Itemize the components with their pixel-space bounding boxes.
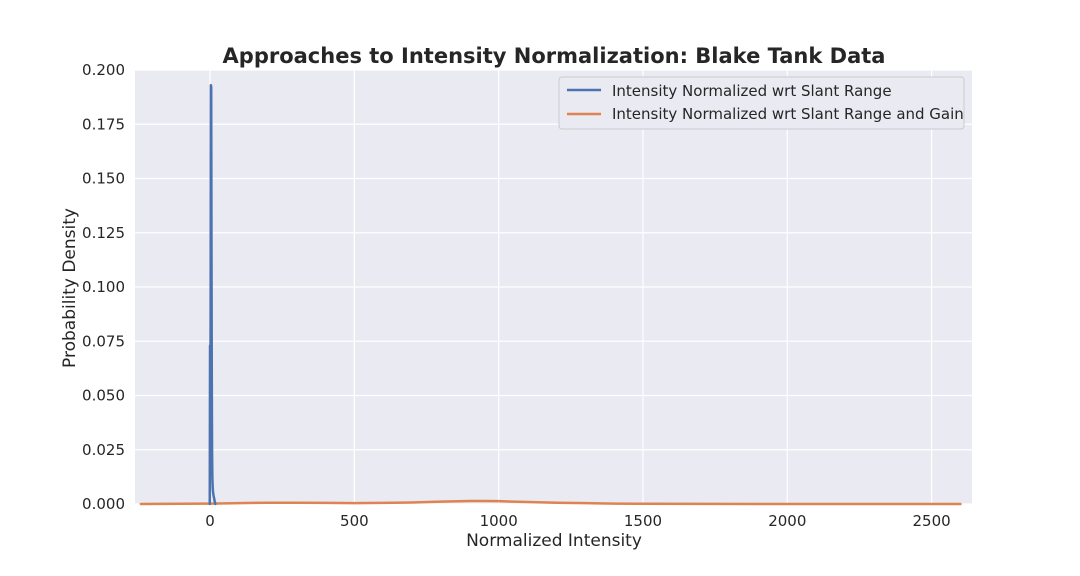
y-axis-label: Probability Density <box>60 208 80 368</box>
legend-label-slant-range-gain: Intensity Normalized wrt Slant Range and… <box>612 105 964 123</box>
y-tick-label: 0.075 <box>82 332 125 350</box>
chart-title: Approaches to Intensity Normalization: B… <box>223 44 886 68</box>
y-tick-label: 0.200 <box>82 61 125 79</box>
series-layer <box>139 83 962 506</box>
y-tick-label: 0.125 <box>82 224 125 242</box>
x-axis-ticks: 0 500 1000 1500 2000 2500 <box>205 512 950 530</box>
y-tick-label: 0.050 <box>82 387 125 405</box>
series-line-slant-range <box>208 83 217 506</box>
legend: Intensity Normalized wrt Slant Range Int… <box>558 76 965 130</box>
x-tick-label: 0 <box>205 512 215 530</box>
y-tick-label: 0.000 <box>82 495 125 513</box>
y-tick-label: 0.175 <box>82 115 125 133</box>
y-axis-ticks: 0.000 0.025 0.050 0.075 0.100 0.125 0.150 0.175… <box>82 61 125 513</box>
y-tick-label: 0.100 <box>82 278 125 296</box>
x-axis-label: Normalized Intensity <box>466 531 642 551</box>
y-tick-label: 0.025 <box>82 441 125 459</box>
series-line-slant-range-gain <box>139 499 962 506</box>
legend-box <box>558 76 965 130</box>
legend-label-slant-range: Intensity Normalized wrt Slant Range <box>612 82 892 100</box>
x-tick-label: 1500 <box>624 512 662 530</box>
x-tick-label: 2000 <box>768 512 806 530</box>
x-tick-label: 1000 <box>480 512 518 530</box>
grid <box>135 69 972 505</box>
x-tick-label: 500 <box>340 512 369 530</box>
y-tick-label: 0.150 <box>82 170 125 188</box>
x-tick-label: 2500 <box>912 512 950 530</box>
